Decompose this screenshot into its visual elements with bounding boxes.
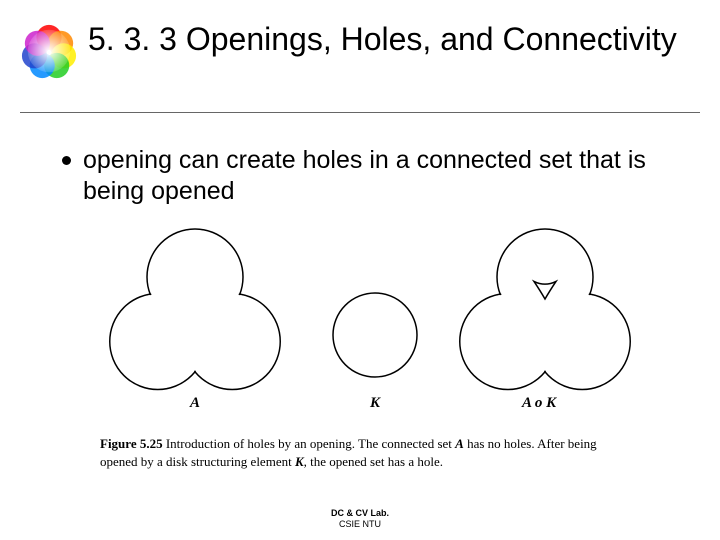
slide-title: 5. 3. 3 Openings, Holes, and Connectivit… <box>88 20 677 58</box>
caption-text3: , the opened set has a hole. <box>304 454 443 469</box>
bullet-icon <box>62 156 71 165</box>
label-k: K <box>370 395 380 412</box>
caption-a: A <box>455 436 464 451</box>
caption-figref: Figure 5.25 <box>100 436 163 451</box>
label-a: A <box>190 395 200 412</box>
figure-caption: Figure 5.25 Introduction of holes by an … <box>100 435 620 470</box>
footer: DC & CV Lab. CSIE NTU <box>0 508 720 530</box>
title-underline <box>20 112 700 113</box>
label-aok: A o K <box>522 395 556 412</box>
footer-line2: CSIE NTU <box>0 519 720 530</box>
caption-text1: Introduction of holes by an opening. The… <box>163 436 456 451</box>
figure: A K A o K <box>80 225 640 425</box>
bullet-text: opening can create holes in a connected … <box>83 145 680 208</box>
bullet-item: opening can create holes in a connected … <box>62 145 680 208</box>
logo-icon <box>20 22 78 80</box>
footer-line1: DC & CV Lab. <box>0 508 720 519</box>
caption-k: K <box>295 454 304 469</box>
